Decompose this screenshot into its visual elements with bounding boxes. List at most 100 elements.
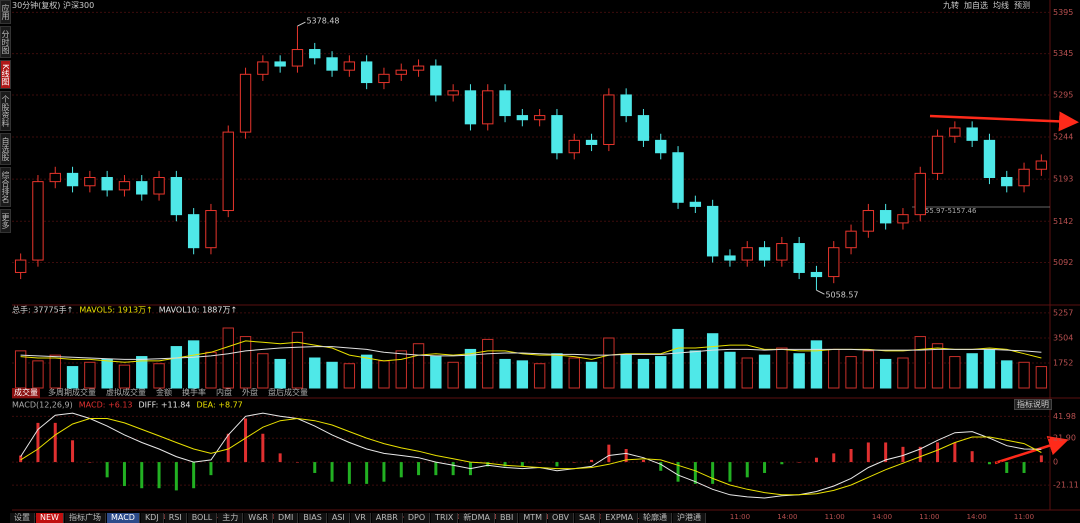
candle-body xyxy=(482,90,494,125)
indicator-tab[interactable]: BIAS xyxy=(299,513,327,523)
tool-button[interactable]: 均线 xyxy=(993,1,1009,10)
indicator-tab[interactable]: EXPMA xyxy=(601,513,639,523)
macd-bar xyxy=(641,459,645,463)
indicator-tab[interactable]: 沪港通 xyxy=(673,513,707,523)
sidebar-tab[interactable]: 应用 xyxy=(0,0,11,24)
volume-tab[interactable]: 内盘 xyxy=(216,388,232,397)
indicator-tab[interactable]: 主力 xyxy=(218,513,244,523)
candle-body xyxy=(672,152,684,203)
legend-text: MACD: +6.13 xyxy=(79,401,133,410)
line-series xyxy=(20,346,1042,360)
macd-bar xyxy=(814,457,818,463)
y-tick-label: 5244 xyxy=(1053,133,1073,142)
volume-tab[interactable]: 外盘 xyxy=(242,388,258,397)
volume-tab[interactable]: 盘后成交量 xyxy=(268,388,308,397)
candle-body xyxy=(395,69,407,75)
volume-bar xyxy=(637,358,650,389)
volume-bar xyxy=(689,350,702,389)
macd-bar xyxy=(763,462,767,473)
candle-body xyxy=(222,131,234,212)
sidebar-tab[interactable]: 分时图 xyxy=(0,26,11,58)
candle-body xyxy=(966,127,978,141)
indicator-tab[interactable]: DPO xyxy=(403,513,431,523)
volume-bar xyxy=(430,356,442,389)
indicator-tab[interactable]: 轮廓通 xyxy=(639,513,673,523)
candle-body xyxy=(464,90,477,125)
volume-bar xyxy=(533,363,546,389)
macd-bar xyxy=(192,462,196,489)
volume-tab[interactable]: 虚拟成交量 xyxy=(106,388,146,397)
volume-bar xyxy=(101,358,113,389)
candle-body xyxy=(533,115,546,121)
candle-body xyxy=(776,243,788,261)
volume-bar xyxy=(170,346,183,389)
sidebar-tab[interactable]: 综合排名 xyxy=(0,167,11,208)
volume-bar xyxy=(655,356,667,389)
volume-bar xyxy=(568,357,580,389)
candle-body xyxy=(637,115,650,141)
indicator-tab[interactable]: ASI xyxy=(327,513,350,523)
tool-button[interactable]: 加自选 xyxy=(964,1,988,10)
candle-body xyxy=(1018,168,1030,187)
volume-bar xyxy=(205,351,217,389)
candle-body xyxy=(32,181,44,261)
x-tick-label: 11:00 xyxy=(919,513,939,521)
candle-body xyxy=(118,181,131,191)
indicator-tab[interactable]: ARBR xyxy=(371,513,403,523)
indicator-tab[interactable]: 设置 xyxy=(10,513,35,523)
volume-bar xyxy=(603,337,615,389)
macd-bar xyxy=(486,462,490,467)
indicator-tab[interactable]: BOLL xyxy=(187,513,218,523)
indicator-tab[interactable]: MACD xyxy=(106,513,140,523)
sidebar-tab[interactable]: 更多 xyxy=(0,209,11,234)
indicator-tab[interactable]: OBV xyxy=(548,513,575,523)
volume-tab[interactable]: 换手率 xyxy=(182,388,206,397)
macd-bar xyxy=(987,462,991,465)
volume-bar xyxy=(464,348,477,389)
macd-bar xyxy=(1039,455,1043,463)
candle-body xyxy=(412,65,425,71)
indicator-tab[interactable]: KDJ xyxy=(140,513,164,523)
macd-bar xyxy=(918,446,922,463)
volume-bar xyxy=(516,360,529,389)
tool-button[interactable]: 九转 xyxy=(943,1,959,10)
min-label: 5058.57 xyxy=(825,291,858,300)
volume-bar xyxy=(84,361,96,389)
volume-tab[interactable]: 金额 xyxy=(156,388,172,397)
indicator-tab[interactable]: 指标广场 xyxy=(64,513,106,523)
candle-body xyxy=(430,65,442,96)
indicator-tab[interactable]: TRIX xyxy=(431,513,459,523)
volume-bar xyxy=(828,348,840,389)
y-tick-label: 5295 xyxy=(1053,90,1073,99)
macd-bar xyxy=(797,462,801,463)
toolbar: 九转 加自选 均线 预测 xyxy=(943,0,1030,11)
sidebar-tab[interactable]: 自选股 xyxy=(0,133,11,166)
macd-bar xyxy=(728,462,732,482)
candle-body xyxy=(136,181,148,195)
indicator-tab[interactable]: 新DMA xyxy=(459,513,495,523)
indicator-tab[interactable]: DMI xyxy=(273,513,299,523)
macd-bar xyxy=(434,462,438,476)
indicator-tab[interactable]: MTM xyxy=(519,513,548,523)
volume-bar xyxy=(1035,366,1048,389)
volume-tabs: 成交量 多周期成交量 虚拟成交量 金额 换手率 内盘 外盘 盘后成交量 xyxy=(12,388,310,398)
macd-bar xyxy=(399,462,403,478)
volume-tab[interactable]: 多周期成交量 xyxy=(48,388,96,397)
indicator-tab[interactable]: RSI xyxy=(164,513,187,523)
sidebar-tab[interactable]: K线图 xyxy=(0,60,11,90)
indicator-tab[interactable]: SAR xyxy=(575,513,601,523)
indicator-tab[interactable]: W&R xyxy=(244,513,273,523)
indicator-tab[interactable]: BBI xyxy=(495,513,519,523)
candle-body xyxy=(1001,177,1013,187)
indicator-tab[interactable]: NEW xyxy=(36,513,64,523)
volume-tab[interactable]: 成交量 xyxy=(12,388,40,398)
candle-body xyxy=(291,49,304,67)
indicator-help[interactable]: 指标说明 xyxy=(1014,399,1052,410)
arrow xyxy=(929,111,1079,132)
tool-button[interactable]: 预测 xyxy=(1014,1,1030,10)
max-pointer xyxy=(297,21,306,27)
sidebar-tab[interactable]: 个股资料 xyxy=(0,91,11,132)
y-tick-label: 5345 xyxy=(1053,49,1073,58)
indicator-tab[interactable]: VR xyxy=(350,513,371,523)
